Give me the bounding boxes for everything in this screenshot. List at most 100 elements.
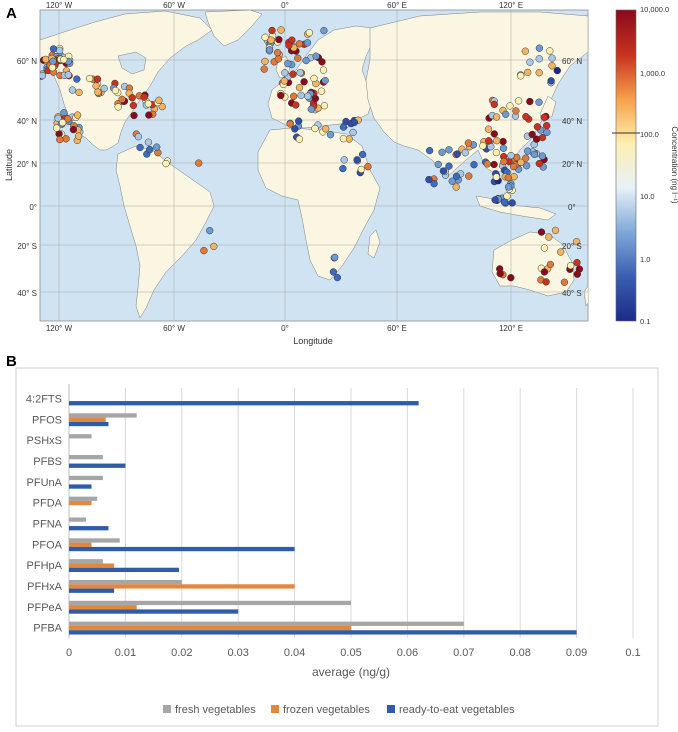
colorbar-title: Concentration (ng l⁻¹) [670, 126, 678, 203]
bar-fresh-vegetables [69, 496, 98, 501]
site-marker [275, 35, 283, 44]
site-marker [452, 183, 460, 191]
site-marker [304, 92, 312, 100]
site-marker [524, 68, 532, 77]
site-marker [522, 154, 530, 162]
site-marker [145, 111, 153, 119]
lat-tick-left: 0° [29, 203, 37, 212]
lon-tick-top: 0° [281, 1, 289, 10]
site-marker [522, 162, 531, 170]
site-marker [452, 172, 461, 180]
lon-tick-bottom: 60° E [387, 324, 407, 333]
map-axis-labels: 120° W 60° W 0° 60° E 120° E 120° W 60° … [4, 1, 582, 346]
site-marker [49, 45, 58, 53]
site-marker [300, 78, 308, 86]
site-marker [479, 142, 487, 150]
bar-ready-to-eat-vegetables [69, 546, 295, 552]
site-marker [128, 94, 136, 102]
lat-tick-right: 40° S [562, 289, 582, 298]
site-marker [62, 135, 70, 143]
site-marker [322, 125, 330, 133]
site-marker [85, 74, 94, 83]
site-marker [350, 118, 359, 127]
x-tick-label: 0.05 [340, 647, 361, 659]
site-marker [357, 165, 365, 174]
lat-tick-left: 40° N [17, 117, 37, 126]
site-marker [532, 135, 541, 143]
panel-a-map-figure: A 120° W 60° W 0° 60° E 120° E [4, 1, 678, 346]
site-marker [445, 146, 453, 154]
x-tick-label: 0.06 [397, 647, 418, 659]
colorbar-tick: 0.1 [640, 317, 650, 326]
x-tick-labels: 0 0.01 0.02 0.03 0.04 0.05 0.06 0.07 0.08 0.09 0.1 [66, 647, 641, 659]
x-tick-label: 0.08 [509, 647, 530, 659]
site-marker [543, 128, 551, 136]
site-marker [281, 69, 289, 77]
site-marker [528, 130, 536, 139]
site-marker [461, 149, 469, 157]
site-marker [535, 159, 543, 168]
category-label: PFPeA [27, 602, 63, 614]
site-marker [92, 82, 100, 90]
x-tick-label: 0.03 [227, 647, 248, 659]
lat-tick-right: 0° [568, 203, 576, 212]
site-marker [522, 112, 530, 121]
new-zealand-land [583, 285, 588, 307]
bar-fresh-vegetables [69, 559, 103, 564]
site-marker [93, 75, 102, 83]
legend-swatch [387, 705, 395, 713]
bar-frozen-vegetables [69, 542, 92, 547]
bar-fresh-vegetables [69, 454, 103, 460]
site-marker [434, 160, 442, 169]
colorbar-tick: 1.0 [640, 255, 650, 264]
site-marker [543, 122, 551, 130]
site-marker [118, 95, 126, 103]
site-marker [153, 143, 161, 151]
madagascar-land [367, 229, 381, 259]
site-marker [465, 172, 473, 180]
site-marker [68, 86, 77, 94]
bar-frozen-vegetables [69, 625, 351, 631]
site-marker [490, 130, 498, 138]
category-label: PFUnA [27, 477, 63, 489]
category-label: PFOA [32, 539, 63, 551]
site-marker [210, 242, 218, 251]
site-marker [331, 253, 339, 262]
bar-frozen-vegetables [69, 563, 115, 568]
site-marker [64, 115, 72, 123]
x-tick-label: 0.02 [171, 647, 192, 659]
category-label: PSHxS [27, 435, 62, 447]
bar-ready-to-eat-vegetables [69, 401, 419, 406]
site-marker [538, 152, 547, 160]
site-marker [353, 156, 361, 164]
site-marker [542, 278, 550, 286]
bar-ready-to-eat-vegetables [69, 588, 115, 593]
site-marker [60, 109, 68, 117]
x-axis-title: average (ng/g) [312, 665, 390, 679]
x-tick-label: 0.1 [625, 647, 640, 659]
site-marker [73, 111, 82, 119]
site-marker [509, 162, 518, 171]
category-label: PFHxA [27, 581, 63, 593]
south-america-land [115, 145, 215, 319]
site-marker [526, 97, 534, 106]
site-marker [517, 72, 525, 80]
site-marker [268, 26, 276, 35]
site-marker [506, 102, 514, 110]
site-marker [295, 40, 304, 48]
site-marker [521, 47, 529, 55]
site-marker [517, 158, 525, 166]
sample-sites [40, 26, 584, 286]
site-marker [546, 47, 554, 55]
colorbar-tick: 10.0 [640, 192, 655, 201]
site-marker [492, 173, 501, 181]
site-marker [277, 26, 285, 34]
site-marker [48, 63, 57, 72]
site-marker [261, 33, 269, 41]
site-marker [55, 46, 64, 55]
bar-ready-to-eat-vegetables [69, 630, 577, 635]
lon-tick-bottom: 0° [281, 324, 289, 333]
site-marker [329, 268, 338, 276]
lat-tick-right: 60° N [562, 57, 582, 66]
site-marker [533, 123, 542, 131]
